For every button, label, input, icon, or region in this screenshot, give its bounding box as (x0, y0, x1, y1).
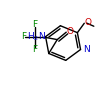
Text: O: O (67, 27, 74, 36)
Text: F: F (21, 32, 26, 41)
Text: F: F (32, 20, 38, 29)
Text: O: O (85, 18, 92, 27)
Text: F: F (32, 45, 38, 53)
Text: N: N (83, 45, 90, 53)
Text: H$_2$N: H$_2$N (27, 31, 46, 43)
